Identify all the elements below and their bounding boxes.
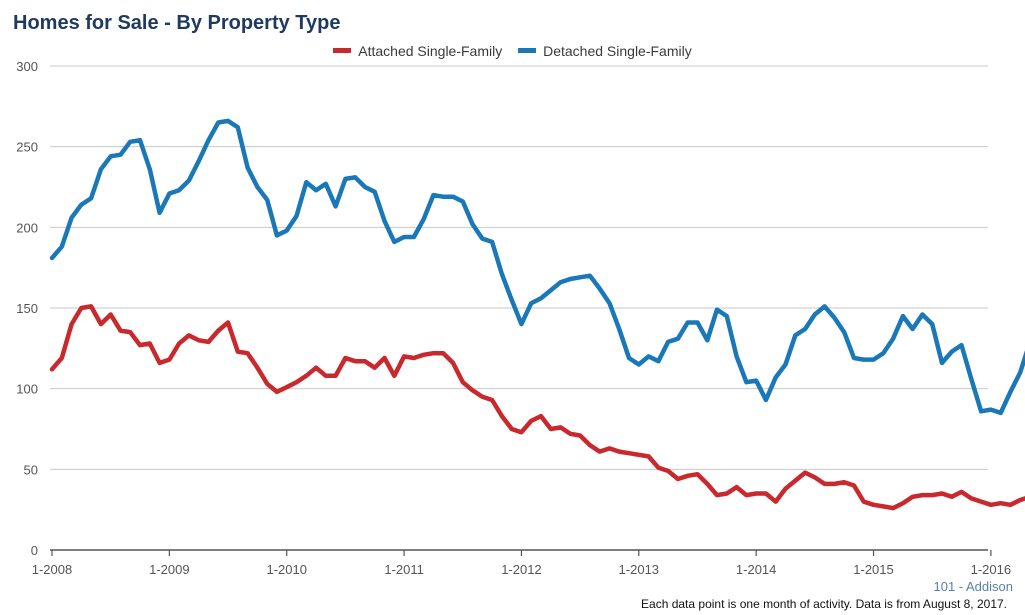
chart-title: Homes for Sale - By Property Type xyxy=(13,12,341,34)
y-tick-label: 0 xyxy=(31,543,38,558)
series-line-detached xyxy=(49,118,1025,416)
legend-swatch-attached xyxy=(333,48,352,53)
x-tick-label: 1-2014 xyxy=(736,562,776,577)
x-tick-label: 1-2015 xyxy=(853,562,893,577)
legend: Attached Single-Family Detached Single-F… xyxy=(0,40,1025,59)
y-tick-label: 50 xyxy=(24,462,38,477)
y-tick-label: 150 xyxy=(16,301,38,316)
legend-swatch-detached xyxy=(518,48,537,53)
y-tick-label: 300 xyxy=(16,59,38,74)
legend-label-detached: Detached Single-Family xyxy=(543,42,692,59)
x-tick-label: 1-2008 xyxy=(32,562,72,577)
legend-item-attached[interactable]: Attached Single-Family xyxy=(333,43,502,59)
x-tick-label: 1-2013 xyxy=(619,562,659,577)
x-tick-label: 1-2016 xyxy=(971,562,1011,577)
x-tick-label: 1-2009 xyxy=(149,562,189,577)
x-tick-label: 1-2012 xyxy=(501,562,541,577)
x-tick-label: 1-2010 xyxy=(266,562,306,577)
x-tick-label: 1-2011 xyxy=(384,562,424,577)
legend-item-detached[interactable]: Detached Single-Family xyxy=(518,43,692,59)
region-label: 101 - Addison xyxy=(933,579,1013,594)
series-line-attached xyxy=(49,304,1025,511)
legend-label-attached: Attached Single-Family xyxy=(358,42,503,59)
y-tick-label: 250 xyxy=(16,140,38,155)
y-tick-label: 100 xyxy=(16,382,38,397)
y-tick-label: 200 xyxy=(16,220,38,235)
footnote: Each data point is one month of activity… xyxy=(641,597,1007,611)
